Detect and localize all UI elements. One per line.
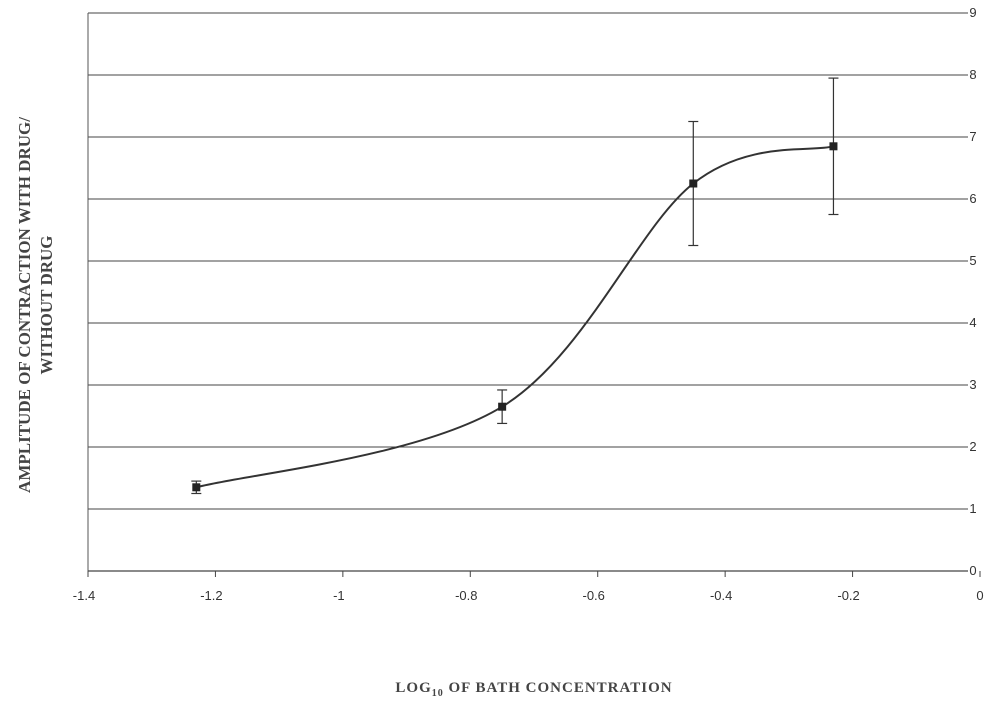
y-tick-label-6: 6 [969,191,976,206]
series-line [196,145,834,489]
y-tick-label-7: 7 [969,129,976,144]
y-tick-label-9: 9 [969,5,976,20]
x-axis-title-main: LOG [395,680,431,696]
plot-frame [87,13,968,572]
y-tick-label-4: 4 [969,315,976,330]
data-point-0 [192,483,201,492]
y-axis-title-line2: WITHOUT DRUG [37,235,56,374]
y-axis-title-line1: AMPLITUDE OF CONTRACTION WITH DRUG/ [15,117,34,493]
x-axis-title-rest: OF BATH CONCENTRATION [444,680,673,696]
series-group [191,77,839,495]
y-tick-label-3: 3 [969,377,976,392]
y-axis-ticks: 0 1 2 3 4 5 6 7 8 9 [969,5,976,578]
x-tick-label-2: -1 [333,588,345,603]
x-tick-label-3: -0.8 [455,588,477,603]
x-tick-label-5: -0.4 [710,588,732,603]
x-axis-title-subscript: 10 [432,688,444,699]
y-tick-label-8: 8 [969,67,976,82]
y-tick-label-2: 2 [969,439,976,454]
y-tick-label-1: 1 [969,501,976,516]
x-tick-label-4: -0.6 [583,588,605,603]
x-axis-title: LOG10 OF BATH CONCENTRATION [395,680,672,699]
y-tick-label-0: 0 [969,563,976,578]
x-tick-label-1: -1.2 [200,588,222,603]
data-point-1 [498,402,507,411]
y-tick-label-5: 5 [969,253,976,268]
x-tick-label-7: 0 [976,588,983,603]
x-tick-label-0: -1.4 [73,588,95,603]
x-tick-label-6: -0.2 [837,588,859,603]
grid-lines [88,12,968,572]
x-axis-ticks: -1.4 -1.2 -1 -0.8 -0.6 -0.4 -0.2 0 [73,571,984,603]
data-point-2 [689,179,698,188]
data-point-3 [829,142,838,151]
